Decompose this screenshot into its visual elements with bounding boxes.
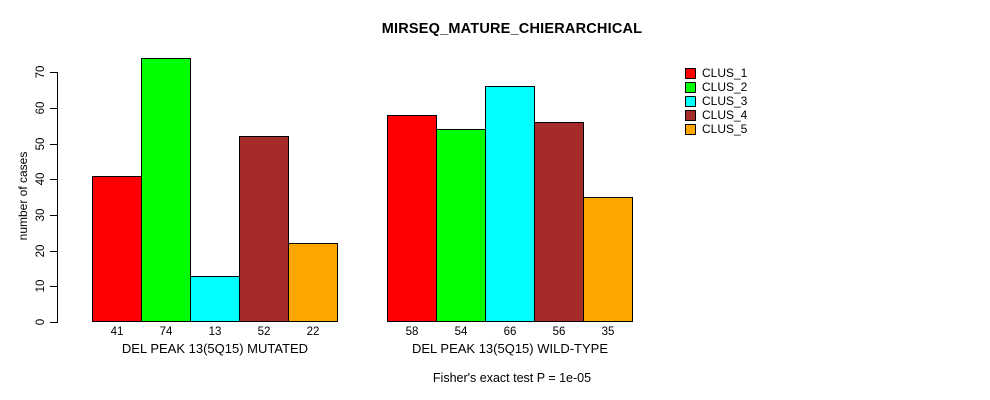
- bar: [239, 136, 289, 322]
- bar: [387, 115, 437, 322]
- legend-row: CLUS_1: [685, 66, 747, 80]
- legend-swatch: [685, 95, 696, 107]
- legend-swatch: [685, 81, 696, 93]
- legend-label: CLUS_1: [702, 66, 748, 80]
- y-tick-label: 20: [35, 244, 47, 258]
- bar-value-label: 22: [306, 326, 320, 338]
- legend-row: CLUS_5: [685, 122, 747, 136]
- bar: [534, 122, 584, 322]
- y-tick: [50, 215, 57, 216]
- legend-label: CLUS_5: [702, 122, 748, 136]
- y-axis-line: [57, 72, 58, 323]
- bar-value-label: 41: [110, 326, 124, 338]
- y-tick-label: 70: [35, 65, 47, 79]
- bar-value-label: 13: [208, 326, 222, 338]
- y-tick: [50, 251, 57, 252]
- x-group-label: DEL PEAK 13(5Q15) MUTATED: [121, 341, 309, 356]
- bar-value-label: 52: [257, 326, 271, 338]
- y-tick-label: 30: [35, 208, 47, 222]
- bar: [141, 58, 191, 322]
- bar-value-label: 35: [601, 326, 615, 338]
- y-tick-label: 60: [35, 101, 47, 115]
- bar-value-label: 74: [159, 326, 173, 338]
- y-tick: [50, 108, 57, 109]
- bar: [583, 197, 633, 322]
- legend-label: CLUS_2: [702, 80, 748, 94]
- x-group-label: DEL PEAK 13(5Q15) WILD-TYPE: [411, 341, 609, 356]
- annotation-text: Fisher's exact test P = 1e-05: [432, 371, 592, 385]
- bar-value-label: 54: [454, 326, 468, 338]
- legend-row: CLUS_2: [685, 80, 747, 94]
- legend: CLUS_1 CLUS_2 CLUS_3 CLUS_4 CLUS_5: [685, 66, 747, 136]
- bar-value-label: 56: [552, 326, 566, 338]
- bar: [190, 276, 240, 322]
- y-tick: [50, 322, 57, 323]
- legend-swatch: [685, 67, 696, 79]
- y-tick: [50, 179, 57, 180]
- y-tick-label: 0: [35, 318, 47, 326]
- y-tick-label: 10: [35, 279, 47, 293]
- bar: [485, 86, 535, 322]
- bar-value-label: 66: [503, 326, 517, 338]
- legend-swatch: [685, 109, 696, 121]
- y-tick-label: 40: [35, 172, 47, 186]
- bar: [436, 129, 486, 322]
- y-tick: [50, 72, 57, 73]
- legend-row: CLUS_4: [685, 108, 747, 122]
- chart-title: MIRSEQ_MATURE_CHIERARCHICAL: [381, 21, 643, 37]
- legend-swatch: [685, 123, 696, 135]
- y-tick: [50, 144, 57, 145]
- bar: [92, 176, 142, 322]
- y-tick-label: 50: [35, 137, 47, 151]
- y-tick: [50, 286, 57, 287]
- bar-value-label: 58: [405, 326, 419, 338]
- bar: [288, 243, 338, 322]
- legend-label: CLUS_3: [702, 94, 748, 108]
- legend-row: CLUS_3: [685, 94, 747, 108]
- legend-label: CLUS_4: [702, 108, 748, 122]
